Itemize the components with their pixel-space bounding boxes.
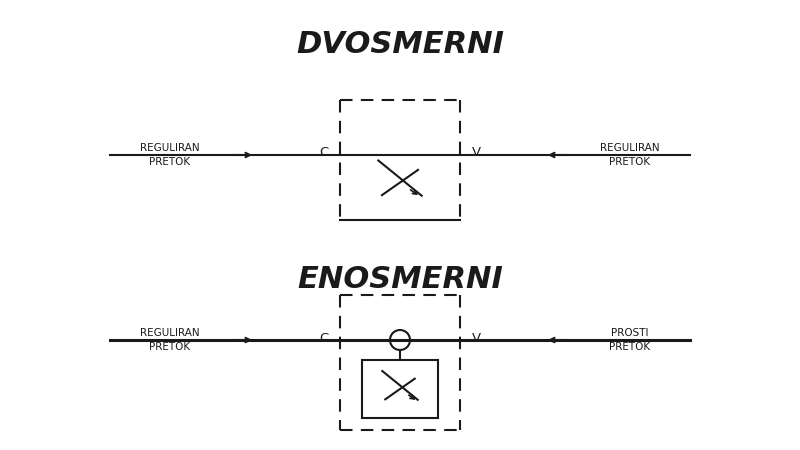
Text: REGULIRAN
PRETOK: REGULIRAN PRETOK — [140, 328, 200, 351]
Text: PROSTI
PRETOK: PROSTI PRETOK — [610, 328, 650, 351]
Text: C: C — [318, 332, 328, 345]
Text: DVOSMERNI: DVOSMERNI — [296, 30, 504, 59]
Text: C: C — [318, 147, 328, 159]
Text: V: V — [472, 332, 481, 345]
Text: REGULIRAN
PRETOK: REGULIRAN PRETOK — [600, 144, 660, 166]
Bar — [362, 360, 438, 418]
Text: V: V — [472, 147, 481, 159]
Text: REGULIRAN
PRETOK: REGULIRAN PRETOK — [140, 144, 200, 166]
Text: ENOSMERNI: ENOSMERNI — [297, 265, 503, 294]
